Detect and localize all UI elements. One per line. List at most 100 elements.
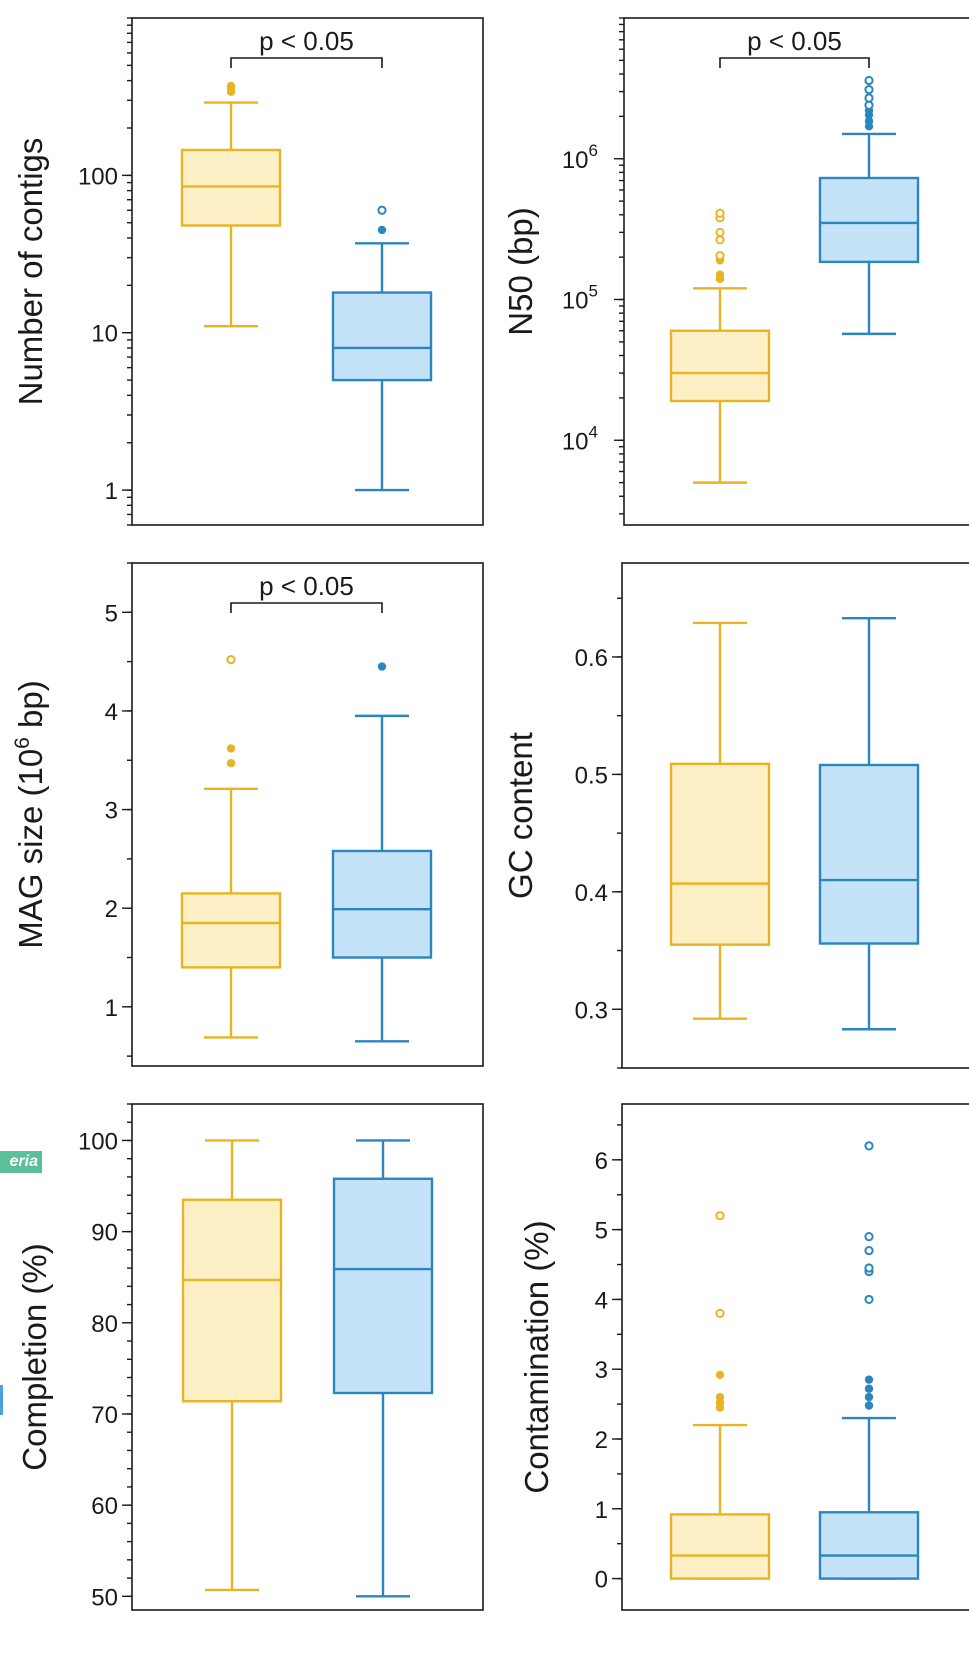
plot-frame xyxy=(623,17,969,526)
box-group-2 xyxy=(331,205,433,492)
y-axis-title: Completion (%) xyxy=(16,1243,53,1470)
y-tick-label: 0.6 xyxy=(575,645,608,672)
y-tick-label: 4 xyxy=(595,1287,608,1314)
interquartile-box xyxy=(332,1177,434,1395)
tick-label-exponent: 5 xyxy=(589,282,598,301)
y-tick-label: 70 xyxy=(91,1402,118,1429)
chart-panel-contamination: 0 1 2 3 4 5 6 Contamination (%) xyxy=(518,1103,969,1611)
outlier-point xyxy=(715,1392,725,1402)
tick-label-base: 10 xyxy=(562,288,589,315)
outlier-point xyxy=(864,1294,874,1305)
interquartile-box xyxy=(669,329,771,403)
box-group-2 xyxy=(818,1141,920,1580)
box-group-2 xyxy=(331,662,433,1043)
plot-frame xyxy=(131,17,484,526)
y-axis-title-exponent: 6 xyxy=(11,737,34,749)
outlier-point xyxy=(864,1392,874,1402)
interquartile-box xyxy=(181,1198,283,1403)
y-axis-title: N50 (bp) xyxy=(502,207,539,335)
y-tick-label: 0 xyxy=(595,1567,608,1594)
significance-label: p < 0.05 xyxy=(259,571,354,601)
outlier-point xyxy=(864,1401,874,1410)
outlier-point xyxy=(864,1375,874,1384)
tick-label-base: 10 xyxy=(562,428,589,455)
y-axis-title: GC content xyxy=(502,732,539,899)
y-axis-title: MAG size (106 bp) xyxy=(11,680,49,948)
outlier-point xyxy=(864,1384,874,1393)
y-tick-label: 80 xyxy=(91,1311,118,1338)
outlier-point xyxy=(226,81,236,91)
outlier-point xyxy=(377,205,387,215)
y-tick-label: 0.5 xyxy=(575,762,608,789)
y-tick-label: 5 xyxy=(595,1218,608,1245)
outlier-point xyxy=(377,662,387,671)
outlier-point xyxy=(226,759,236,768)
y-tick-label: 1 xyxy=(105,478,118,505)
y-tick-label: 2 xyxy=(595,1427,608,1454)
y-tick-label: 1 xyxy=(595,1497,608,1524)
y-tick-label: 90 xyxy=(91,1220,118,1247)
significance-label: p < 0.05 xyxy=(747,26,842,56)
plot-frame xyxy=(621,1103,969,1611)
y-tick-label: 100 xyxy=(78,163,118,190)
outlier-point xyxy=(715,208,725,218)
outlier-point xyxy=(864,93,874,103)
y-axis-title: Contamination (%) xyxy=(518,1220,555,1493)
outlier-point xyxy=(715,1211,725,1221)
chart-panel-completion: 50 60 70 80 90 100 Completion (%) xyxy=(16,1103,484,1611)
interquartile-box xyxy=(331,291,433,382)
box-group-1 xyxy=(669,1211,771,1580)
interquartile-box xyxy=(331,849,433,959)
y-tick-label: 0.3 xyxy=(575,997,608,1024)
outlier-point xyxy=(864,84,874,95)
outlier-point xyxy=(715,1308,725,1318)
box-group-1 xyxy=(669,208,771,484)
box-group-1 xyxy=(180,655,282,1039)
significance-bracket xyxy=(230,57,383,68)
tick-label-exponent: 4 xyxy=(589,422,598,441)
side-color-strip xyxy=(0,1385,3,1415)
y-tick-label: 100 xyxy=(78,1128,118,1155)
y-tick-label: 2 xyxy=(105,896,118,923)
box-group-1 xyxy=(180,81,282,328)
y-tick-label: 60 xyxy=(91,1493,118,1520)
plot-frame xyxy=(621,562,969,1069)
significance-bracket xyxy=(719,57,870,68)
outlier-point xyxy=(715,1370,725,1379)
tick-label-exponent: 6 xyxy=(589,141,598,160)
outlier-point xyxy=(715,251,725,261)
y-tick-label: 3 xyxy=(595,1357,608,1384)
outlier-point xyxy=(864,75,874,86)
y-tick-label: 1 xyxy=(105,995,118,1022)
significance-bracket xyxy=(230,602,383,613)
box-group-1 xyxy=(181,1139,283,1592)
y-tick-label: 4 xyxy=(105,699,118,726)
outlier-point xyxy=(864,1245,874,1256)
y-tick-label: 6 xyxy=(595,1148,608,1175)
y-tick-label: 50 xyxy=(91,1584,118,1611)
y-tick-label: 106 xyxy=(562,141,598,174)
y-tick-label: 0.4 xyxy=(575,880,608,907)
outlier-point xyxy=(864,100,874,110)
significance-label: p < 0.05 xyxy=(259,26,354,56)
plot-frame xyxy=(131,1103,484,1611)
outlier-point xyxy=(864,1141,874,1151)
chart-panel-gc: 0.3 0.4 0.5 0.6 GC content xyxy=(502,562,969,1069)
interquartile-box xyxy=(818,1511,920,1580)
y-axis-title: Number of contigs xyxy=(12,138,49,406)
y-tick-label: 5 xyxy=(105,600,118,627)
y-axis-title-part: MAG size (10 xyxy=(12,749,49,949)
y-tick-label: 10 xyxy=(91,321,118,348)
interquartile-box xyxy=(818,176,920,264)
interquartile-box xyxy=(669,1513,771,1580)
outlier-point xyxy=(715,227,725,237)
side-label-tag: eria xyxy=(0,1151,42,1173)
interquartile-box xyxy=(669,762,771,946)
outlier-point xyxy=(715,235,725,245)
outlier-point xyxy=(864,1263,874,1273)
y-axis-title-part: bp) xyxy=(12,680,49,737)
box-group-2 xyxy=(332,1139,434,1598)
outlier-point xyxy=(377,225,387,235)
